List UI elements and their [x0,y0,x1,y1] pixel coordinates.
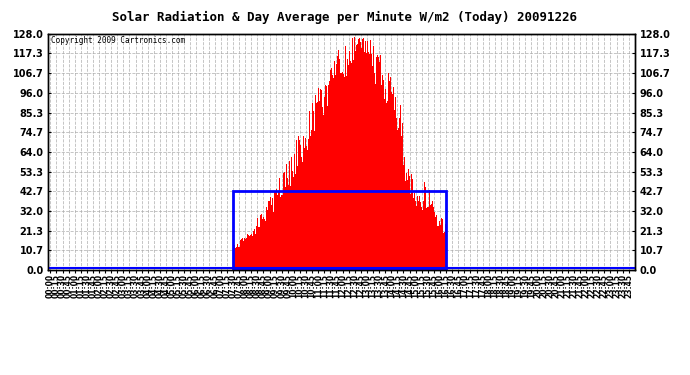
Text: Solar Radiation & Day Average per Minute W/m2 (Today) 20091226: Solar Radiation & Day Average per Minute… [112,11,578,24]
Text: Copyright 2009 Cartronics.com: Copyright 2009 Cartronics.com [51,36,186,45]
Bar [233,191,446,270]
